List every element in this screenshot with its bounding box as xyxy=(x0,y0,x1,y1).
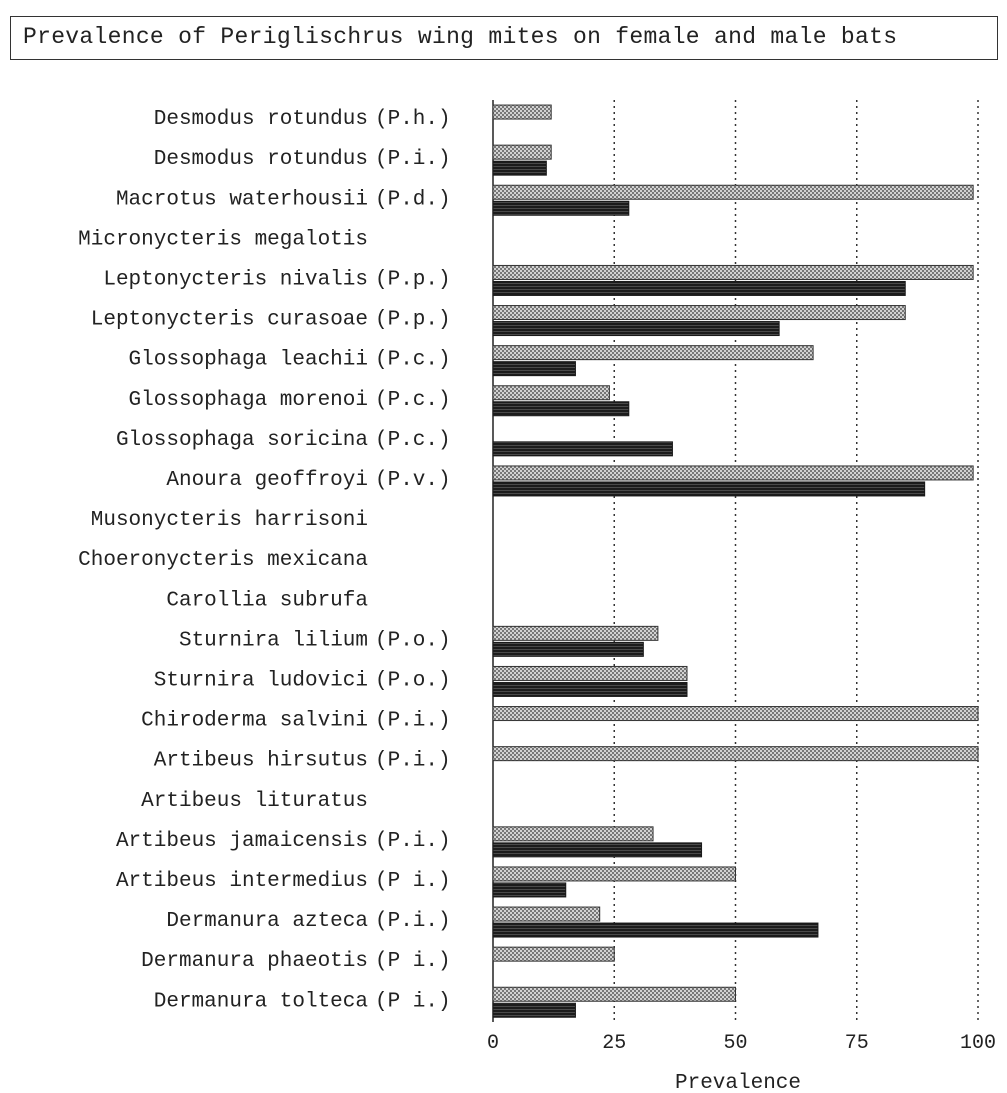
male-bar xyxy=(492,842,703,858)
species-label: Dermanura tolteca xyxy=(154,990,368,1013)
female-bar xyxy=(492,665,688,681)
mite-label: (P.v.) xyxy=(375,469,451,492)
mite-label: (P.i.) xyxy=(375,830,451,853)
female-bar xyxy=(492,264,974,280)
mite-label: (P.p.) xyxy=(375,309,451,332)
male-bar xyxy=(492,160,547,176)
mite-label: (P.d.) xyxy=(375,188,451,211)
species-label: Macrotus waterhousii xyxy=(116,188,368,211)
female-bar xyxy=(492,826,654,842)
species-label: Artibeus jamaicensis xyxy=(116,830,368,853)
species-label: Chiroderma salvini xyxy=(141,710,368,733)
x-tick-labels: 0 25 50 75 100 xyxy=(487,1032,996,1055)
category-labels: Desmodus rotundus (P.h.) Desmodus rotundus… xyxy=(78,108,450,1013)
female-bar xyxy=(492,706,979,722)
species-label: Desmodus rotundus xyxy=(154,108,368,131)
species-label: Anoura geoffroyi xyxy=(166,469,368,492)
species-label: Leptonycteris nivalis xyxy=(103,268,368,291)
female-bar xyxy=(492,946,615,962)
species-label: Glossophaga morenoi xyxy=(129,389,368,412)
species-label: Glossophaga soricina xyxy=(116,429,368,452)
mite-label: (P.o.) xyxy=(375,629,451,652)
mite-label: (P i.) xyxy=(375,950,451,973)
x-tick-label: 50 xyxy=(723,1032,747,1055)
species-label: Choeronycteris mexicana xyxy=(78,549,368,572)
female-bar xyxy=(492,184,974,200)
female-bar xyxy=(492,305,906,321)
male-bar xyxy=(492,280,906,296)
mite-label: (P.i.) xyxy=(375,148,451,171)
mite-label: (P i.) xyxy=(375,870,451,893)
female-bar xyxy=(492,625,659,641)
female-bar xyxy=(492,385,610,401)
male-bar xyxy=(492,1002,576,1018)
chart-title: Prevalence of Periglischrus wing mites o… xyxy=(10,16,998,60)
x-tick-label: 75 xyxy=(845,1032,869,1055)
x-axis-label: Prevalence xyxy=(675,1072,801,1093)
mite-label: (P.c.) xyxy=(375,349,451,372)
species-label: Sturnira ludovici xyxy=(154,669,368,692)
mite-label: (P.i.) xyxy=(375,710,451,733)
x-tick-label: 0 xyxy=(487,1032,499,1055)
mite-label: (P.c.) xyxy=(375,429,451,452)
species-label: Desmodus rotundus xyxy=(154,148,368,171)
species-label: Artibeus lituratus xyxy=(141,790,368,813)
species-label: Dermanura phaeotis xyxy=(141,950,368,973)
female-bar xyxy=(492,104,552,120)
female-bar xyxy=(492,746,979,762)
x-tick-label: 25 xyxy=(602,1032,626,1055)
mite-label: (P.h.) xyxy=(375,108,451,131)
species-label: Dermanura azteca xyxy=(166,910,368,933)
grid-lines xyxy=(613,100,979,1022)
male-bar xyxy=(492,401,630,417)
male-bar xyxy=(492,882,567,898)
mite-label: (P i.) xyxy=(375,990,451,1013)
male-bar xyxy=(492,681,688,697)
male-bar xyxy=(492,922,819,938)
male-bar xyxy=(492,641,644,657)
male-bar xyxy=(492,441,673,457)
mite-label: (P.i.) xyxy=(375,910,451,933)
species-label: Artibeus hirsutus xyxy=(154,750,368,773)
female-bar xyxy=(492,465,974,481)
species-label: Micronycteris megalotis xyxy=(78,228,368,251)
species-label: Glossophaga leachii xyxy=(129,349,368,372)
mite-label: (P.o.) xyxy=(375,669,451,692)
male-bar xyxy=(492,481,926,497)
female-bar xyxy=(492,906,601,922)
species-label: Carollia subrufa xyxy=(166,589,368,612)
species-label: Leptonycteris curasoae xyxy=(91,309,368,332)
mite-label: (P.i.) xyxy=(375,750,451,773)
species-label: Sturnira lilium xyxy=(179,629,368,652)
female-bar xyxy=(492,986,736,1002)
male-bar xyxy=(492,321,780,337)
male-bar xyxy=(492,361,576,377)
female-bar xyxy=(492,144,552,160)
mite-label: (P.p.) xyxy=(375,268,451,291)
x-tick-label: 100 xyxy=(960,1032,996,1055)
mite-label: (P.c.) xyxy=(375,389,451,412)
species-label: Musonycteris harrisoni xyxy=(91,509,368,532)
female-bar xyxy=(492,345,814,361)
male-bar xyxy=(492,200,630,216)
bars xyxy=(492,104,979,1018)
female-bar xyxy=(492,866,736,882)
species-label: Artibeus intermedius xyxy=(116,870,368,893)
